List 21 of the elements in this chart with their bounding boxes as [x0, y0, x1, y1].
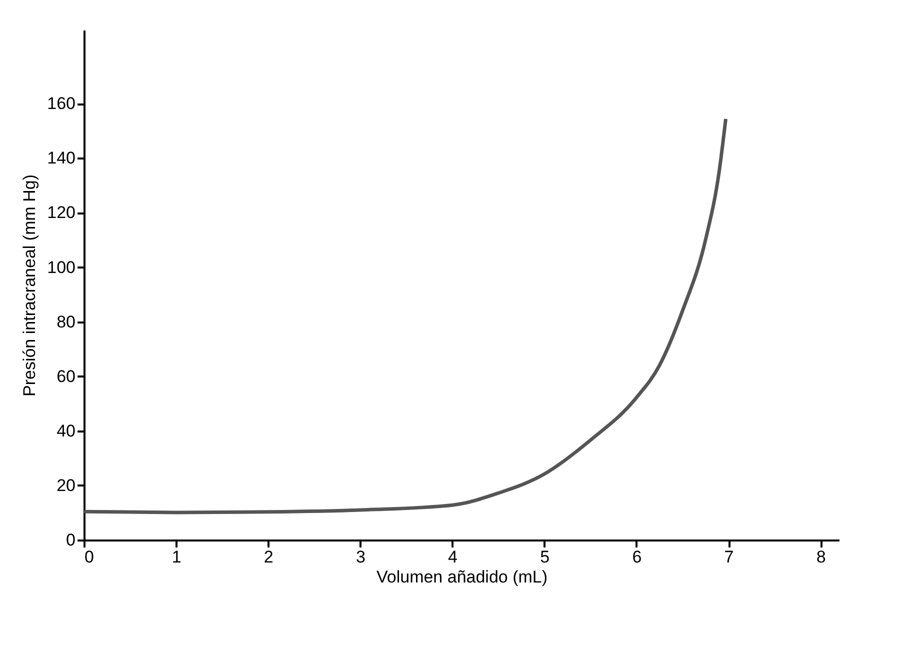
- y-tick-label: 140: [47, 148, 76, 168]
- y-tick-label: 80: [56, 312, 76, 332]
- x-tick-label: 5: [540, 548, 550, 566]
- line-series: [84, 117, 728, 514]
- y-tick-label: 20: [56, 476, 76, 495]
- y-tick-label: 0: [66, 530, 76, 550]
- x-tick-label: 7: [724, 548, 734, 566]
- x-tick-label: 0: [84, 548, 94, 566]
- x-tick-label: 1: [172, 548, 182, 566]
- y-tick-label: 160: [47, 94, 76, 114]
- y-axis-title: Presión intracraneal (mm Hg): [20, 174, 40, 397]
- y-tick-label: 60: [56, 366, 76, 386]
- x-tick-label: 8: [816, 548, 826, 566]
- y-tick-label: 40: [56, 421, 76, 440]
- y-tick-label: 120: [47, 203, 76, 222]
- y-tick-label: 100: [47, 258, 76, 277]
- x-tick-label: 6: [632, 548, 642, 566]
- x-tick-label: 3: [356, 548, 366, 566]
- x-tick-label: 4: [448, 548, 458, 566]
- x-tick-label: 2: [264, 548, 274, 566]
- x-axis-title: Volumen añadido (mL): [376, 568, 548, 586]
